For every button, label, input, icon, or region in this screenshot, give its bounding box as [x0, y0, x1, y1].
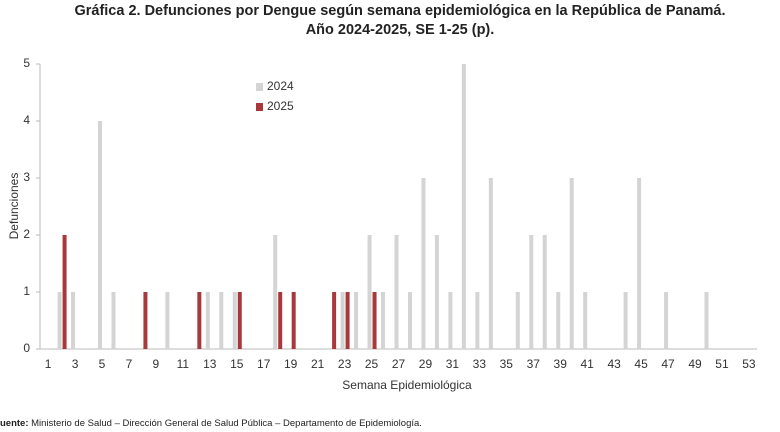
bar — [461, 64, 466, 349]
x-tick-label: 27 — [392, 357, 406, 371]
chart-subtitle: Año 2024-2025, SE 1-25 (p). — [306, 22, 495, 38]
bar — [111, 292, 116, 349]
x-tick-label: 45 — [634, 357, 648, 371]
source-label: uente: — [0, 418, 29, 429]
legend-label: 2025 — [267, 99, 294, 113]
x-tick-label: 23 — [338, 357, 352, 371]
x-tick-label: 29 — [419, 357, 433, 371]
bar — [62, 235, 67, 349]
x-tick-label: 17 — [257, 357, 271, 371]
bar — [165, 292, 170, 349]
y-tick-label: 4 — [23, 113, 30, 127]
bar — [232, 292, 237, 349]
bar — [205, 292, 210, 349]
bar — [367, 235, 372, 349]
bar — [273, 235, 278, 349]
y-tick-label: 5 — [23, 56, 30, 70]
x-tick-label: 37 — [527, 357, 541, 371]
bar — [542, 235, 547, 349]
x-tick-label: 25 — [365, 357, 379, 371]
x-tick-label: 39 — [554, 357, 568, 371]
bar — [381, 292, 386, 349]
bar — [529, 235, 534, 349]
x-tick-label: 33 — [473, 357, 487, 371]
bar — [407, 292, 412, 349]
bar — [569, 178, 574, 349]
bar — [623, 292, 628, 349]
x-tick-label: 21 — [311, 357, 325, 371]
x-tick-label: 7 — [126, 357, 133, 371]
x-tick-label: 13 — [203, 357, 217, 371]
y-tick-label: 2 — [23, 227, 30, 241]
bar — [421, 178, 426, 349]
bar — [278, 292, 283, 349]
bar — [488, 178, 493, 349]
y-tick-label: 0 — [23, 341, 30, 355]
bar — [71, 292, 76, 349]
x-tick-label: 19 — [284, 357, 298, 371]
x-tick-label: 1 — [45, 357, 52, 371]
x-tick-label: 35 — [500, 357, 514, 371]
y-tick-label: 1 — [23, 284, 30, 298]
bar — [237, 292, 242, 349]
x-tick-label: 3 — [72, 357, 79, 371]
bar — [143, 292, 148, 349]
bar — [291, 292, 296, 349]
x-tick-label: 53 — [742, 357, 756, 371]
x-tick-label: 15 — [230, 357, 244, 371]
x-axis-label: Semana Epidemiológica — [342, 378, 472, 392]
x-tick-label: 47 — [661, 357, 675, 371]
bar — [97, 121, 102, 349]
bar — [332, 292, 337, 349]
source-text: Ministerio de Salud – Dirección General … — [31, 418, 422, 429]
legend-swatch — [256, 83, 263, 91]
bar — [434, 235, 439, 349]
bar — [704, 292, 709, 349]
bar — [394, 235, 399, 349]
bar — [345, 292, 350, 349]
bar — [637, 178, 642, 349]
x-tick-label: 41 — [581, 357, 595, 371]
bar — [448, 292, 453, 349]
x-tick-label: 51 — [715, 357, 729, 371]
x-tick-label: 43 — [607, 357, 621, 371]
x-tick-label: 5 — [99, 357, 106, 371]
bar — [664, 292, 669, 349]
bar — [515, 292, 520, 349]
legend-label: 2024 — [267, 79, 294, 93]
bar — [556, 292, 561, 349]
bar — [475, 292, 480, 349]
bar — [354, 292, 359, 349]
bar — [197, 292, 202, 349]
bar — [219, 292, 224, 349]
x-tick-label: 9 — [153, 357, 160, 371]
chart-title: Gráfica 2. Defunciones por Dengue según … — [74, 3, 725, 19]
bar — [340, 292, 345, 349]
x-tick-label: 11 — [177, 357, 190, 371]
x-tick-label: 31 — [446, 357, 460, 371]
source: uente: Ministerio de Salud – Dirección G… — [0, 418, 422, 429]
x-tick-label: 49 — [688, 357, 702, 371]
y-tick-label: 3 — [23, 170, 30, 184]
bar — [372, 292, 377, 349]
bar — [583, 292, 588, 349]
legend-swatch — [256, 103, 263, 111]
bar — [57, 292, 62, 349]
y-axis-label: Defunciones — [7, 173, 21, 240]
